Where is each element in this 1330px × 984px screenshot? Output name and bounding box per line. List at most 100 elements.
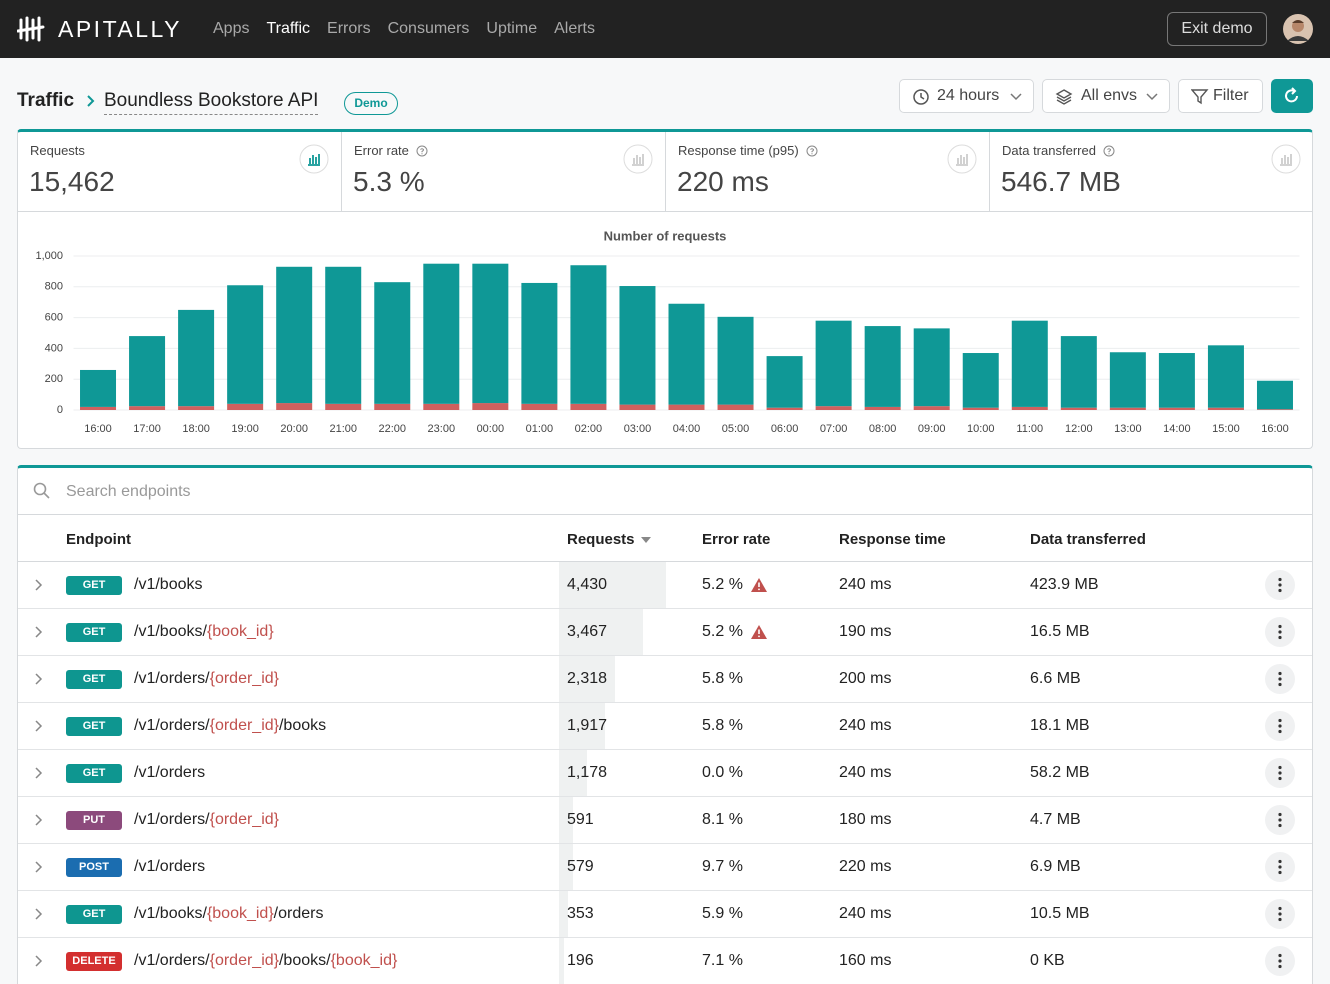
row-menu-button[interactable] — [1265, 664, 1295, 694]
menu-dot — [1278, 917, 1282, 922]
column-header-text: Error rate — [702, 531, 771, 548]
column-header[interactable]: Error rate — [702, 530, 770, 550]
method-badge: GET — [66, 764, 122, 783]
table-row[interactable] — [18, 797, 1312, 844]
stat-label: Response time (p95) — [678, 142, 818, 159]
stat-value: 220 ms — [677, 166, 769, 197]
requests-bar — [559, 750, 588, 796]
path-segment: /v1/orders/ — [134, 952, 210, 969]
data-transferred: 16.5 MB — [1030, 623, 1090, 640]
chart-toggle-icon — [299, 144, 329, 174]
path-segment: /v1/orders/ — [134, 670, 210, 687]
column-header[interactable]: Requests — [567, 530, 651, 550]
period-select[interactable]: 24 hours — [899, 79, 1034, 113]
requests-value: 1,917 — [567, 717, 608, 734]
stat-label: Error rate — [354, 142, 428, 159]
column-header-text: Endpoint — [66, 531, 131, 548]
dropdown-caret — [1010, 93, 1022, 101]
path-segment: /v1/orders/ — [134, 811, 210, 828]
error-rate: 7.1 % — [702, 950, 743, 972]
table-row[interactable] — [18, 703, 1312, 750]
menu-dot — [1278, 859, 1282, 864]
error-rate: 5.8 % — [702, 715, 743, 737]
table-row[interactable] — [18, 656, 1312, 703]
sort-arrow — [640, 537, 651, 543]
nav-item[interactable]: Errors — [327, 20, 371, 37]
row-menu-button[interactable] — [1265, 899, 1295, 929]
nav-item[interactable]: Traffic — [266, 20, 311, 37]
row-menu-button[interactable] — [1265, 946, 1295, 976]
user-avatar[interactable] — [1283, 14, 1313, 44]
menu-dot — [1278, 776, 1282, 781]
data-transferred: 10.5 MB — [1030, 905, 1090, 922]
method-badge: GET — [66, 576, 122, 595]
endpoint-path: /v1/orders/{order_id} — [134, 809, 279, 831]
menu-dot — [1278, 765, 1282, 770]
warning-dot — [758, 635, 760, 638]
requests-value: 353 — [567, 905, 594, 922]
method-badge: GET — [66, 905, 122, 924]
stat-divider — [341, 132, 342, 211]
table-row[interactable] — [18, 562, 1312, 609]
refresh-button[interactable] — [1271, 79, 1313, 113]
nav-item[interactable]: Apps — [213, 20, 250, 37]
warning-icon — [750, 578, 767, 592]
menu-dot — [1278, 729, 1282, 734]
chevron — [35, 626, 43, 638]
breadcrumb-app[interactable]: Boundless Bookstore API — [104, 89, 319, 115]
chevron — [35, 579, 43, 591]
method-badge: GET — [66, 717, 122, 736]
icon-bars — [956, 154, 968, 166]
info-dot — [1108, 152, 1110, 154]
icon-bars — [1280, 154, 1292, 166]
row-menu-button[interactable] — [1265, 711, 1295, 741]
breadcrumb-chevron — [87, 95, 95, 107]
path-param: {order_id} — [209, 670, 279, 687]
table-row[interactable] — [18, 609, 1312, 656]
requests-bar — [559, 938, 564, 984]
row-menu-button[interactable] — [1265, 852, 1295, 882]
path-param: {order_id} — [209, 717, 279, 734]
row-menu-button[interactable] — [1265, 570, 1295, 600]
path-segment: /v1/books — [134, 576, 203, 593]
table-row[interactable] — [18, 750, 1312, 797]
stat-value: 5.3 % — [353, 166, 425, 197]
stat-value: 15,462 — [29, 166, 115, 197]
warning-dot — [758, 588, 760, 591]
env-select[interactable]: All envs — [1042, 79, 1170, 113]
column-header[interactable]: Endpoint — [66, 530, 131, 550]
expand-chevron — [35, 955, 43, 967]
row-menu-button[interactable] — [1265, 805, 1295, 835]
response-time: 220 ms — [839, 858, 892, 875]
sort-triangle — [640, 537, 651, 543]
response-time: 240 ms — [839, 764, 892, 781]
column-header[interactable]: Data transferred — [1030, 530, 1146, 550]
row-menu-button[interactable] — [1265, 758, 1295, 788]
expand-chevron — [35, 861, 43, 873]
column-header[interactable]: Response time — [839, 530, 946, 550]
endpoint-path: /v1/orders/{order_id}/books/{book_id} — [134, 950, 397, 972]
search-icon — [33, 482, 50, 499]
search-input[interactable]: Search endpoints — [66, 483, 191, 500]
clock-icon — [913, 89, 929, 105]
breadcrumb-section[interactable]: Traffic — [17, 90, 75, 111]
menu-dot — [1278, 577, 1282, 582]
table-row[interactable] — [18, 891, 1312, 938]
error-rate-text: 8.1 % — [702, 811, 743, 828]
path-segment: /v1/books/ — [134, 905, 207, 922]
info-icon — [806, 145, 818, 156]
filter-button[interactable]: Filter — [1178, 79, 1263, 113]
exit-demo-button[interactable]: Exit demo — [1167, 12, 1267, 46]
row-menu-button[interactable] — [1265, 617, 1295, 647]
table-row[interactable] — [18, 844, 1312, 891]
nav-item[interactable]: Uptime — [486, 20, 538, 37]
error-rate-text: 5.9 % — [702, 905, 743, 922]
warning-icon — [750, 625, 767, 639]
table-panel — [17, 465, 1313, 984]
chevron — [35, 955, 43, 967]
nav-item[interactable]: Consumers — [387, 20, 470, 37]
nav-item[interactable]: Alerts — [554, 20, 595, 37]
filter-label: Filter — [1213, 87, 1249, 104]
response-time: 160 ms — [839, 952, 892, 969]
